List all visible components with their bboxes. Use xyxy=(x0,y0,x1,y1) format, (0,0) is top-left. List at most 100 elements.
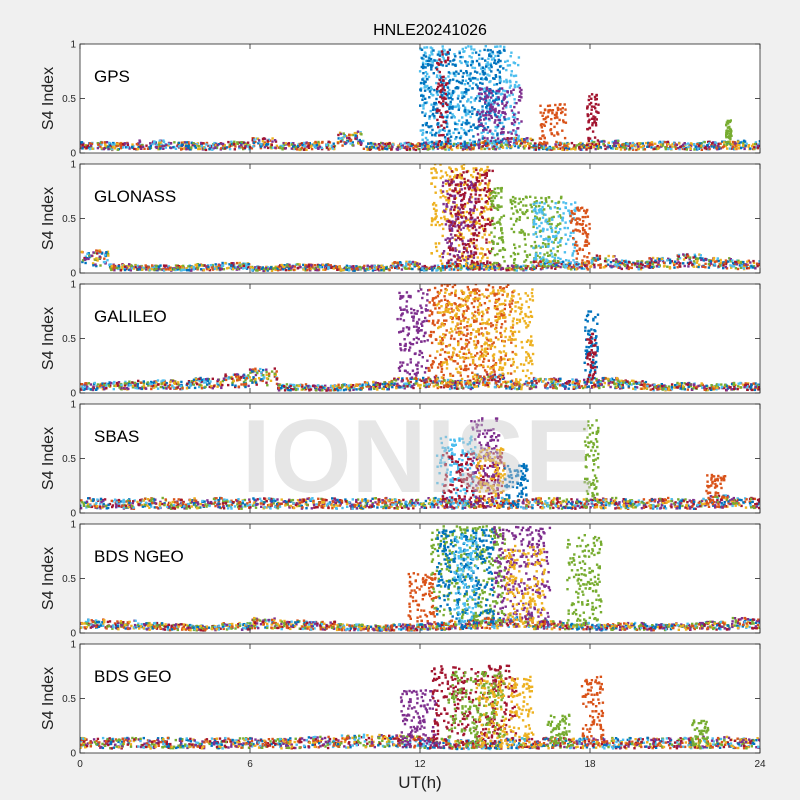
data-point xyxy=(648,257,652,260)
data-point xyxy=(459,233,462,236)
data-point xyxy=(471,51,474,55)
data-point xyxy=(658,264,661,267)
data-point xyxy=(163,144,167,147)
data-point xyxy=(526,209,529,212)
data-point xyxy=(464,182,467,185)
data-point xyxy=(548,236,551,239)
data-point xyxy=(438,52,442,55)
data-point xyxy=(201,142,204,145)
data-point xyxy=(494,148,497,151)
data-point xyxy=(491,136,494,139)
data-point xyxy=(501,102,504,105)
data-point xyxy=(181,266,185,270)
data-point xyxy=(505,106,508,109)
data-point xyxy=(225,146,229,149)
data-point xyxy=(396,262,400,266)
data-point xyxy=(538,143,541,146)
data-point xyxy=(698,263,701,266)
data-point xyxy=(515,209,518,212)
data-point xyxy=(486,256,489,260)
data-point xyxy=(489,109,493,112)
data-point xyxy=(451,63,454,66)
data-point xyxy=(420,48,424,51)
data-point xyxy=(478,266,481,269)
data-point xyxy=(688,146,692,149)
data-point xyxy=(105,252,108,255)
data-point xyxy=(500,87,504,90)
data-point xyxy=(480,131,483,135)
data-point xyxy=(493,235,496,238)
data-point xyxy=(526,139,529,142)
data-point xyxy=(572,147,576,150)
data-point xyxy=(430,223,433,227)
data-point xyxy=(435,75,439,79)
data-point xyxy=(274,146,277,149)
data-point xyxy=(165,264,168,267)
data-point xyxy=(449,223,452,227)
data-point xyxy=(419,89,423,92)
data-point xyxy=(496,51,499,54)
data-point xyxy=(676,266,679,269)
data-point xyxy=(713,143,716,147)
data-point xyxy=(449,145,452,148)
data-point xyxy=(479,118,482,122)
data-point xyxy=(470,47,473,51)
data-point xyxy=(421,57,424,60)
data-point xyxy=(448,227,451,230)
data-point xyxy=(552,241,555,244)
data-point xyxy=(451,91,455,95)
data-point xyxy=(510,137,513,140)
data-point xyxy=(277,265,280,268)
data-point xyxy=(442,268,445,272)
data-point xyxy=(478,123,481,127)
data-point xyxy=(230,264,233,267)
data-point xyxy=(553,253,557,256)
data-point xyxy=(422,57,425,61)
data-point xyxy=(637,147,640,150)
data-point xyxy=(180,268,183,272)
data-point xyxy=(410,144,413,148)
data-point xyxy=(529,137,532,140)
data-point xyxy=(460,266,463,269)
data-point xyxy=(428,117,431,120)
data-point xyxy=(713,145,716,148)
data-point xyxy=(113,269,116,272)
data-point xyxy=(94,258,97,261)
data-point xyxy=(502,89,505,92)
data-point xyxy=(574,242,577,245)
data-point xyxy=(310,263,313,267)
data-point xyxy=(488,241,491,244)
data-point xyxy=(691,143,694,146)
data-point xyxy=(562,120,565,124)
data-point xyxy=(421,265,424,268)
data-point xyxy=(446,58,450,62)
data-point xyxy=(179,268,182,271)
data-point xyxy=(461,116,464,119)
data-point xyxy=(489,267,492,270)
data-point xyxy=(694,255,697,258)
data-point xyxy=(590,105,594,108)
data-point xyxy=(441,48,445,51)
data-point xyxy=(480,247,483,250)
data-point xyxy=(504,60,507,63)
data-point xyxy=(594,121,598,125)
data-point xyxy=(454,249,457,253)
data-point xyxy=(687,142,690,145)
data-point xyxy=(119,269,122,272)
data-point xyxy=(669,145,672,149)
data-point xyxy=(734,260,737,264)
data-point xyxy=(448,219,451,222)
data-point xyxy=(498,119,502,122)
data-point xyxy=(315,144,319,147)
data-point xyxy=(431,133,434,137)
data-point xyxy=(472,211,475,215)
data-point xyxy=(458,208,462,211)
data-point xyxy=(421,124,425,127)
data-point xyxy=(457,217,460,221)
data-point xyxy=(351,141,354,144)
data-point xyxy=(567,142,570,146)
data-point xyxy=(616,265,619,268)
axes-background xyxy=(80,164,760,273)
data-point xyxy=(742,141,745,145)
data-point xyxy=(459,211,463,214)
